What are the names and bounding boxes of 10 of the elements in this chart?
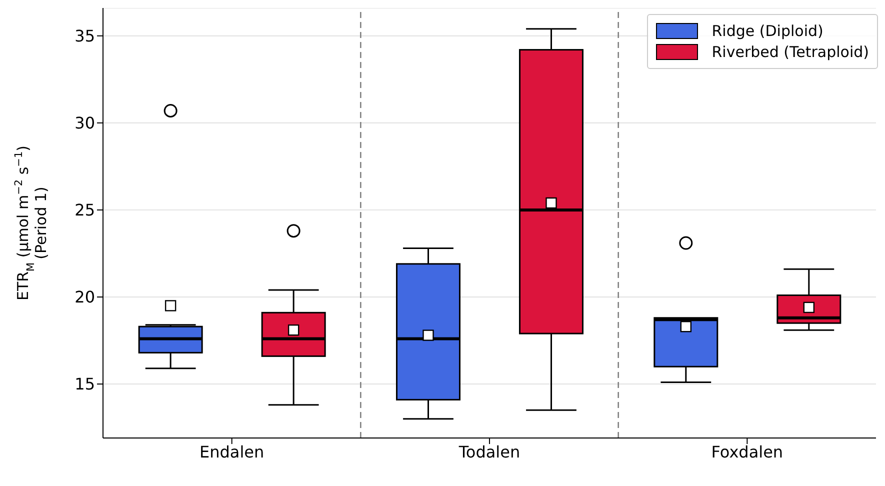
y-tick-label: 20 — [74, 288, 95, 307]
y-tick-label: 15 — [74, 374, 95, 394]
x-tick-label: Foxdalen — [711, 442, 784, 462]
x-tick-label: Endalen — [200, 442, 264, 462]
y-tick-label: 35 — [74, 26, 95, 46]
x-tick-label: Todalen — [458, 442, 520, 462]
legend-label: Riverbed (Tetraploid) — [712, 43, 869, 61]
y-tick-label: 30 — [74, 114, 95, 133]
legend-label: Ridge (Diploid) — [712, 22, 824, 40]
y-tick-label: 25 — [74, 200, 95, 220]
